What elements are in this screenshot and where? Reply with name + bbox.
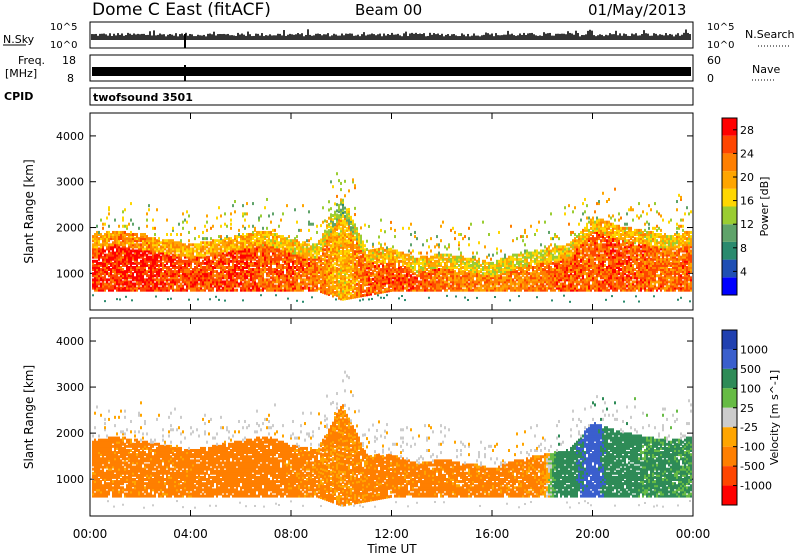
freq-unit-label: [MHz] bbox=[5, 67, 37, 80]
velocity-colorbar-tick: 100 bbox=[740, 382, 761, 395]
velocity-colorbar-segment bbox=[722, 485, 737, 505]
power-colorbar-segment bbox=[722, 118, 737, 136]
time-axis: 00:00 04:00 08:00 12:00 16:00 20:00 00:00 bbox=[73, 527, 711, 541]
nsearch-label: N.Search bbox=[745, 28, 795, 41]
freq-trace bbox=[92, 65, 691, 81]
velocity-colorbar-tick: -25 bbox=[740, 421, 758, 434]
power-colorbar: 4 8 12 16 20 24 28 Power [dB] bbox=[721, 117, 771, 296]
power-colorbar-segment bbox=[722, 224, 737, 242]
power-colorbar-segment bbox=[722, 153, 737, 172]
velocity-colorbar-tick: 1000 bbox=[740, 343, 768, 356]
power-colorbar-tick: 28 bbox=[740, 124, 754, 137]
x-tick-label: 08:00 bbox=[274, 527, 309, 541]
velocity-colorbar-tick: -100 bbox=[740, 441, 765, 454]
data-cells bbox=[92, 370, 692, 509]
freq-tick-top: 18 bbox=[62, 54, 76, 67]
y-axis-label: Slant Range [km] bbox=[22, 159, 36, 263]
nsky-right-tick-top: 10^5 bbox=[707, 22, 734, 33]
cpid-panel-frame bbox=[89, 87, 694, 106]
x-tick-label: 04:00 bbox=[173, 527, 208, 541]
power-colorbar-label: Power [dB] bbox=[758, 177, 771, 237]
y-tick-label: 3000 bbox=[56, 176, 84, 189]
power-colorbar-tick: 8 bbox=[740, 242, 747, 255]
velocity-colorbar: 1000 500 100 25 -25 -100 -500 -1000 Velocity [m … bbox=[721, 329, 781, 506]
velocity-panel: 1000 2000 3000 4000 Slant Range [km] bbox=[22, 317, 694, 517]
velocity-colorbar-label: Velocity [m s^-1] bbox=[768, 370, 781, 465]
power-colorbar-tick: 20 bbox=[740, 171, 754, 184]
freq-panel-frame bbox=[89, 54, 694, 82]
power-colorbar-tick: 16 bbox=[740, 195, 754, 208]
velocity-colorbar-tick: 25 bbox=[740, 402, 754, 415]
x-tick-label: 12:00 bbox=[374, 527, 409, 541]
power-colorbar-segment bbox=[722, 259, 737, 278]
x-tick-label: 20:00 bbox=[575, 527, 610, 541]
velocity-colorbar-tick: -1000 bbox=[740, 480, 772, 493]
power-panel: 1000 2000 3000 4000 Slant Range [km] bbox=[22, 112, 694, 311]
x-tick-label: 16:00 bbox=[475, 527, 510, 541]
date-title: 01/May/2013 bbox=[588, 1, 686, 19]
nave-tick-bottom: 0 bbox=[707, 72, 714, 85]
data-cells bbox=[92, 172, 692, 303]
power-colorbar-tick: 24 bbox=[740, 147, 754, 160]
power-colorbar-segment bbox=[722, 241, 737, 260]
station-title: Dome C East (fitACF) bbox=[92, 0, 271, 20]
nave-label: Nave bbox=[752, 63, 780, 76]
velocity-colorbar-segment bbox=[722, 407, 737, 428]
x-tick-label: 00:00 bbox=[73, 527, 108, 541]
freq-tick-bottom: 8 bbox=[67, 72, 74, 85]
power-colorbar-frame bbox=[721, 117, 738, 296]
y-tick-label: 4000 bbox=[56, 335, 84, 348]
velocity-colorbar-segment bbox=[722, 466, 737, 486]
freq-label: Freq. bbox=[18, 54, 45, 67]
x-tick-label: 00:00 bbox=[676, 527, 711, 541]
nsky-tick-bottom: 10^0 bbox=[50, 40, 77, 51]
power-colorbar-segment bbox=[722, 206, 737, 225]
velocity-colorbar-segment bbox=[722, 446, 737, 467]
y-tick-label: 2000 bbox=[56, 427, 84, 440]
velocity-colorbar-tick: -500 bbox=[740, 460, 765, 473]
nsky-panel-frame bbox=[89, 21, 694, 49]
nsky-right-tick-bottom: 10^0 bbox=[707, 40, 734, 51]
velocity-colorbar-segment bbox=[722, 349, 737, 369]
velocity-colorbar-segment bbox=[722, 330, 737, 350]
nsky-trace bbox=[91, 29, 691, 48]
power-colorbar-segment bbox=[722, 171, 737, 189]
y-tick-label: 4000 bbox=[56, 130, 84, 143]
nave-tick-top: 60 bbox=[707, 54, 721, 67]
velocity-colorbar-frame bbox=[721, 329, 738, 506]
beam-title: Beam 00 bbox=[355, 1, 422, 19]
velocity-colorbar-segment bbox=[722, 368, 737, 389]
velocity-colorbar-segment bbox=[722, 427, 737, 447]
power-colorbar-segment bbox=[722, 277, 737, 295]
y-tick-label: 1000 bbox=[56, 473, 84, 486]
power-colorbar-tick: 4 bbox=[740, 265, 747, 278]
y-tick-label: 3000 bbox=[56, 381, 84, 394]
nsky-tick-top: 10^5 bbox=[50, 22, 77, 33]
power-colorbar-segment bbox=[722, 188, 737, 207]
power-colorbar-tick: 12 bbox=[740, 218, 754, 231]
velocity-colorbar-segment bbox=[722, 388, 737, 408]
cpid-label: CPID bbox=[4, 90, 33, 103]
power-colorbar-segment bbox=[722, 135, 737, 154]
y-tick-label: 2000 bbox=[56, 222, 84, 235]
freq-band bbox=[92, 67, 691, 76]
cpid-value: twofsound 3501 bbox=[93, 91, 193, 104]
y-axis-label: Slant Range [km] bbox=[22, 365, 36, 469]
velocity-colorbar-tick: 500 bbox=[740, 363, 761, 376]
nsky-label: N.Sky bbox=[3, 33, 35, 46]
y-tick-label: 1000 bbox=[56, 267, 84, 280]
time-axis-label: Time UT bbox=[366, 542, 417, 554]
